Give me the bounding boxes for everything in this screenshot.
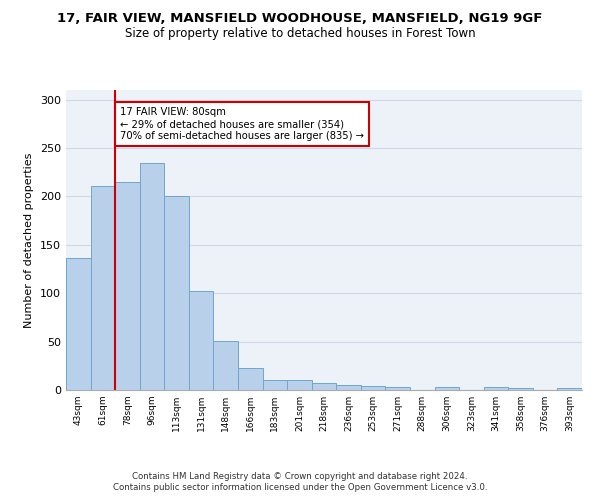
Text: Size of property relative to detached houses in Forest Town: Size of property relative to detached ho… xyxy=(125,28,475,40)
Bar xyxy=(385,387,410,390)
Bar xyxy=(336,385,361,390)
Bar xyxy=(263,380,287,390)
Bar xyxy=(189,292,214,390)
Bar xyxy=(434,387,459,390)
Bar xyxy=(214,340,238,390)
Bar xyxy=(361,386,385,390)
Text: 17 FAIR VIEW: 80sqm
← 29% of detached houses are smaller (354)
70% of semi-detac: 17 FAIR VIEW: 80sqm ← 29% of detached ho… xyxy=(120,108,364,140)
Text: Contains HM Land Registry data © Crown copyright and database right 2024.: Contains HM Land Registry data © Crown c… xyxy=(132,472,468,481)
Bar xyxy=(140,162,164,390)
Bar xyxy=(312,383,336,390)
Bar xyxy=(508,388,533,390)
Bar xyxy=(66,258,91,390)
Bar xyxy=(287,380,312,390)
Text: 17, FAIR VIEW, MANSFIELD WOODHOUSE, MANSFIELD, NG19 9GF: 17, FAIR VIEW, MANSFIELD WOODHOUSE, MANS… xyxy=(58,12,542,26)
Y-axis label: Number of detached properties: Number of detached properties xyxy=(25,152,34,328)
Bar xyxy=(115,182,140,390)
Text: Contains public sector information licensed under the Open Government Licence v3: Contains public sector information licen… xyxy=(113,484,487,492)
Bar xyxy=(484,387,508,390)
Bar xyxy=(238,368,263,390)
Bar xyxy=(557,388,582,390)
Bar xyxy=(91,186,115,390)
Bar xyxy=(164,196,189,390)
